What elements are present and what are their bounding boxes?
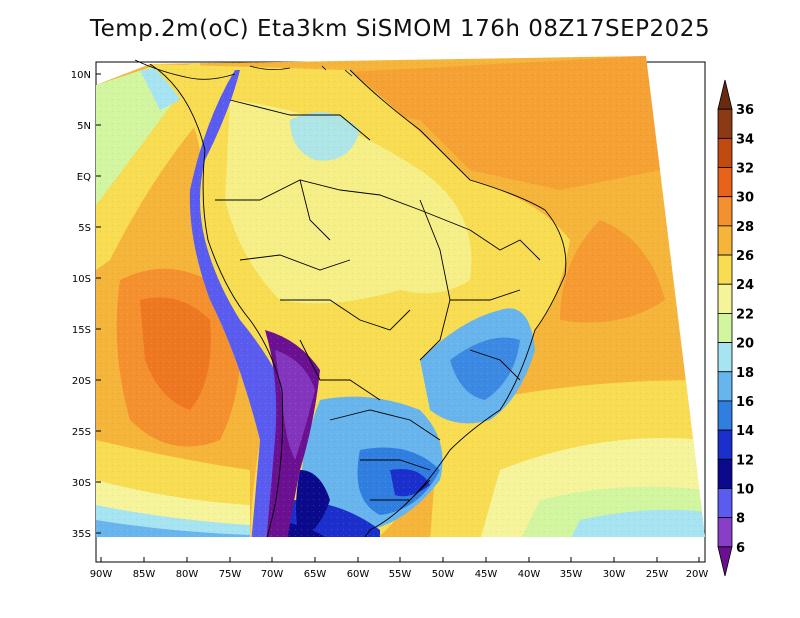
- colorbar-segment: [717, 108, 733, 139]
- lat-label-20s: 20S: [72, 376, 91, 387]
- colorbar-label: 8: [736, 512, 745, 527]
- lat-label-5s: 5S: [78, 223, 91, 234]
- colorbar-segment: [717, 225, 733, 256]
- lat-label-35s: 35S: [72, 529, 91, 540]
- colorbar-segment: [717, 429, 733, 460]
- colorbar-segment: [717, 488, 733, 519]
- lon-label-35w: 35W: [560, 569, 583, 580]
- colorbar-label: 24: [736, 278, 754, 293]
- lon-label-90w: 90W: [90, 569, 113, 580]
- colorbar-segment: [717, 196, 733, 227]
- colorbar-label: 10: [736, 482, 754, 497]
- colorbar-label: 26: [736, 249, 754, 264]
- lon-label-30w: 30W: [603, 569, 626, 580]
- colorbar-label: 18: [736, 366, 754, 381]
- colorbar-segment: [717, 400, 733, 431]
- map-title: Temp.2m(oC) Eta3km SiSMOM 176h 08Z17SEP2…: [89, 16, 711, 42]
- lat-label-25s: 25S: [72, 427, 91, 438]
- lon-label-60w: 60W: [347, 569, 370, 580]
- colorbar-label: 16: [736, 395, 754, 410]
- lon-label-40w: 40W: [518, 569, 541, 580]
- lat-label-30s: 30S: [72, 478, 91, 489]
- lat-label-eq: EQ: [77, 172, 91, 183]
- colorbar-label: 12: [736, 453, 754, 468]
- colorbar: 36 34 32 30 28 26 24 22 20 18 16 14 12 10 8 6: [717, 79, 754, 577]
- lon-label-85w: 85W: [133, 569, 156, 580]
- colorbar-label: 6: [736, 541, 745, 556]
- lon-label-65w: 65W: [304, 569, 327, 580]
- colorbar-label: 28: [736, 220, 754, 235]
- central-america-coast: [134, 59, 353, 80]
- colorbar-label: 32: [736, 162, 754, 177]
- colorbar-segment: [717, 79, 733, 110]
- lat-label-5n: 5N: [77, 121, 91, 132]
- colorbar-segment: [717, 546, 733, 577]
- lon-label-50w: 50W: [432, 569, 455, 580]
- colorbar-label: 20: [736, 337, 754, 352]
- colorbar-label: 14: [736, 424, 754, 439]
- lat-label-15s: 15S: [72, 325, 91, 336]
- colorbar-segment: [717, 342, 733, 373]
- lon-label-55w: 55W: [389, 569, 412, 580]
- lon-label-75w: 75W: [219, 569, 242, 580]
- lon-label-80w: 80W: [176, 569, 199, 580]
- lat-label-10n: 10N: [71, 70, 91, 81]
- colorbar-label: 22: [736, 307, 754, 322]
- longitude-axis: 90W 85W 80W 75W 70W 65W 60W 55W 50W 45W …: [90, 557, 709, 580]
- colorbar-label: 30: [736, 191, 754, 206]
- colorbar-segment: [717, 167, 733, 198]
- colorbar-segment: [717, 458, 733, 489]
- lat-label-10s: 10S: [72, 274, 91, 285]
- lon-label-70w: 70W: [261, 569, 284, 580]
- lon-label-20w: 20W: [686, 569, 709, 580]
- lon-label-25w: 25W: [646, 569, 669, 580]
- colorbar-label: 34: [736, 132, 754, 147]
- lon-label-45w: 45W: [475, 569, 498, 580]
- temperature-field: [96, 56, 705, 537]
- colorbar-label: 36: [736, 103, 754, 118]
- political-borders: [149, 63, 567, 537]
- colorbar-segment: [717, 254, 733, 285]
- colorbar-segment: [717, 313, 733, 343]
- latitude-axis: 10N 5N EQ 5S 10S 15S 20S 25S 30S 35S: [71, 70, 101, 540]
- colorbar-segment: [717, 517, 733, 548]
- colorbar-segment: [717, 371, 733, 402]
- colorbar-segment: [717, 283, 733, 314]
- colorbar-segment: [717, 137, 733, 168]
